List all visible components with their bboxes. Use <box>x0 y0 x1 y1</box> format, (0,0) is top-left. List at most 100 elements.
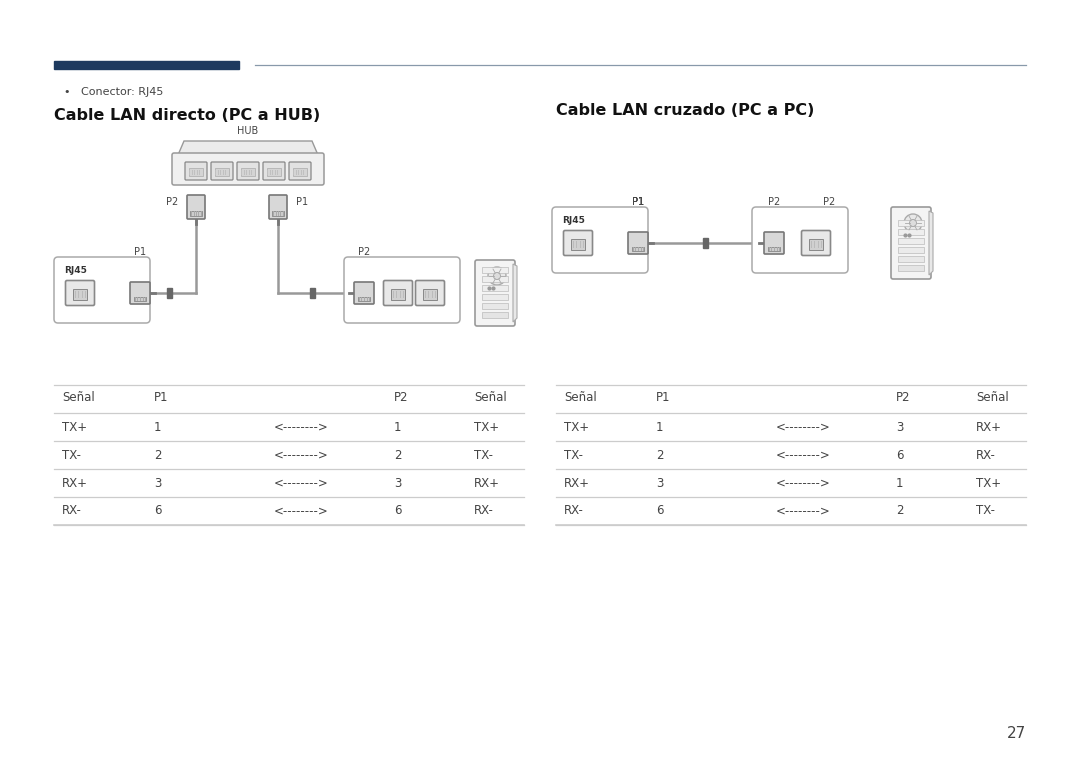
Bar <box>583 240 584 247</box>
Bar <box>276 170 279 175</box>
Text: 27: 27 <box>1007 726 1026 741</box>
FancyBboxPatch shape <box>130 282 150 304</box>
Bar <box>267 170 268 175</box>
Text: <-------->: <--------> <box>274 449 328 462</box>
Text: <-------->: <--------> <box>777 477 831 490</box>
Text: TX-: TX- <box>474 449 492 462</box>
Text: RX-: RX- <box>976 449 996 462</box>
Circle shape <box>488 267 507 285</box>
Text: 6: 6 <box>394 504 402 517</box>
Text: P2: P2 <box>394 391 408 404</box>
Bar <box>241 170 242 175</box>
FancyBboxPatch shape <box>54 257 150 323</box>
FancyBboxPatch shape <box>891 207 931 279</box>
Text: Señal: Señal <box>474 391 507 404</box>
FancyBboxPatch shape <box>269 195 287 219</box>
FancyBboxPatch shape <box>801 230 831 256</box>
FancyBboxPatch shape <box>383 281 413 305</box>
Bar <box>298 170 299 175</box>
Circle shape <box>909 220 917 227</box>
Bar <box>809 239 823 250</box>
Bar <box>403 291 404 298</box>
Bar <box>424 291 426 298</box>
Text: <-------->: <--------> <box>274 420 328 433</box>
Bar <box>821 240 822 247</box>
FancyBboxPatch shape <box>627 232 648 254</box>
Text: 2: 2 <box>656 449 663 462</box>
Bar <box>482 312 508 318</box>
Text: 6: 6 <box>154 504 162 517</box>
Bar <box>811 240 812 247</box>
FancyBboxPatch shape <box>289 162 311 180</box>
Bar <box>391 288 405 300</box>
Text: RJ45: RJ45 <box>64 266 86 275</box>
Bar <box>217 170 218 175</box>
Text: RJ45: RJ45 <box>562 216 585 225</box>
Bar <box>194 170 195 175</box>
Bar <box>82 291 83 298</box>
Bar <box>768 246 781 251</box>
Bar <box>703 238 708 248</box>
Bar <box>189 170 190 175</box>
Text: 1: 1 <box>394 420 402 433</box>
FancyBboxPatch shape <box>564 230 593 256</box>
Text: TX+: TX+ <box>62 420 87 433</box>
Text: <-------->: <--------> <box>274 477 328 490</box>
FancyBboxPatch shape <box>66 281 95 305</box>
Polygon shape <box>178 141 318 155</box>
Text: P2: P2 <box>357 247 370 257</box>
Text: <-------->: <--------> <box>777 504 831 517</box>
Bar <box>897 247 924 253</box>
Bar <box>189 168 203 176</box>
Bar <box>296 170 297 175</box>
Text: HUB: HUB <box>238 126 258 136</box>
Text: P1: P1 <box>632 197 644 207</box>
Bar <box>270 170 271 175</box>
Bar <box>396 291 397 298</box>
Text: <-------->: <--------> <box>777 449 831 462</box>
Bar <box>190 211 202 216</box>
Text: 2: 2 <box>394 449 402 462</box>
Bar <box>300 170 301 175</box>
Bar <box>818 240 819 247</box>
Text: 6: 6 <box>656 504 663 517</box>
Bar <box>267 168 281 176</box>
Bar <box>897 256 924 262</box>
FancyBboxPatch shape <box>552 207 648 273</box>
FancyBboxPatch shape <box>354 282 374 304</box>
Bar <box>54 61 239 69</box>
Bar <box>432 291 433 298</box>
Bar <box>272 211 284 216</box>
Bar <box>423 288 437 300</box>
Bar <box>571 239 585 250</box>
Text: P2: P2 <box>823 197 835 207</box>
Bar <box>134 297 146 301</box>
FancyBboxPatch shape <box>475 260 515 326</box>
Text: 2: 2 <box>154 449 162 462</box>
Circle shape <box>494 272 500 279</box>
Text: TX+: TX+ <box>564 420 589 433</box>
Text: Cable LAN cruzado (PC a PC): Cable LAN cruzado (PC a PC) <box>556 103 814 118</box>
Bar <box>482 267 508 273</box>
Text: Cable LAN directo (PC a HUB): Cable LAN directo (PC a HUB) <box>54 108 321 123</box>
Text: P1: P1 <box>656 391 671 404</box>
Bar <box>72 288 87 300</box>
FancyBboxPatch shape <box>752 207 848 273</box>
Text: P1: P1 <box>296 197 308 207</box>
Bar <box>580 240 581 247</box>
Bar <box>632 246 645 251</box>
Text: RX-: RX- <box>564 504 584 517</box>
Text: <-------->: <--------> <box>274 504 328 517</box>
Text: RX+: RX+ <box>62 477 87 490</box>
Bar <box>435 291 436 298</box>
Text: RX+: RX+ <box>976 420 1002 433</box>
Text: P1: P1 <box>632 197 644 207</box>
Text: Señal: Señal <box>564 391 597 404</box>
Bar <box>572 240 575 247</box>
Text: •   Conector: RJ45: • Conector: RJ45 <box>64 87 163 97</box>
FancyBboxPatch shape <box>172 153 324 185</box>
Bar <box>225 170 226 175</box>
Text: 3: 3 <box>896 420 903 433</box>
Bar <box>482 303 508 309</box>
Text: RX-: RX- <box>62 504 82 517</box>
